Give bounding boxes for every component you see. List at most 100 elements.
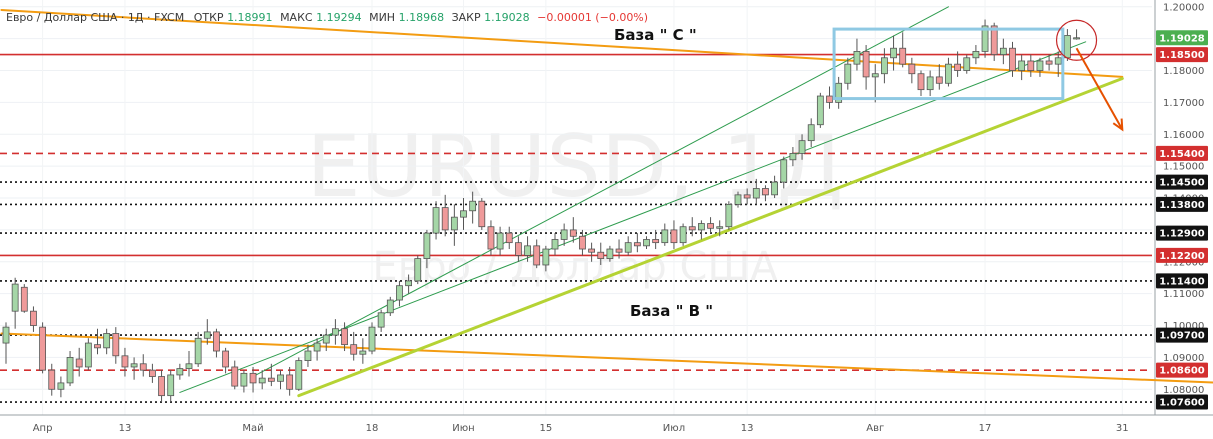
y-tick-label: 1.20000 — [1163, 2, 1204, 13]
candle — [414, 255, 422, 285]
trendline-orange-lower — [0, 332, 1213, 384]
price-badge-box — [1156, 273, 1208, 289]
candle — [432, 201, 440, 240]
candle — [48, 363, 56, 396]
candle-body — [194, 337, 202, 365]
candle — [20, 284, 28, 313]
y-tick-label: 1.09000 — [1163, 353, 1204, 364]
candle-body — [350, 344, 358, 355]
forecast-arrow-head — [1112, 118, 1124, 132]
price-badge: 1.12200 — [1156, 247, 1208, 263]
candle — [94, 328, 101, 355]
candle — [881, 48, 888, 84]
candle-body — [121, 355, 129, 368]
candle — [121, 347, 129, 377]
candle — [185, 351, 193, 377]
candle — [30, 306, 37, 332]
candle-body — [1045, 60, 1053, 65]
price-badge-box — [1156, 145, 1208, 161]
candle — [313, 338, 321, 361]
candle — [569, 217, 577, 243]
candle-body — [624, 242, 632, 253]
candle-body — [716, 226, 724, 229]
candle-body — [432, 207, 440, 234]
candle — [908, 57, 916, 84]
candle-body — [75, 358, 83, 368]
candle-body — [57, 382, 65, 390]
candle-body — [844, 63, 852, 84]
candle-body — [231, 366, 239, 387]
candle — [588, 242, 595, 262]
candle-body — [20, 286, 28, 312]
candle-body — [505, 232, 513, 244]
candle — [258, 370, 266, 390]
candle-body — [295, 360, 303, 390]
candle-body — [752, 188, 760, 199]
candle — [890, 35, 897, 71]
candle — [441, 194, 449, 237]
candle-body — [1054, 57, 1062, 65]
x-tick-label: Июл — [663, 423, 685, 434]
header-high-label: МАКС — [280, 11, 313, 24]
candle — [386, 296, 394, 316]
candle-body — [213, 331, 220, 352]
trendlines — [0, 6, 1213, 398]
candle-body — [185, 363, 193, 369]
candle-body — [652, 239, 660, 244]
horizontal-levels — [0, 53, 1152, 403]
candle — [267, 363, 275, 387]
candle-body — [396, 285, 403, 301]
candle-body — [496, 232, 504, 250]
x-tick-label: Июн — [452, 423, 474, 434]
candle-body — [780, 159, 788, 183]
trendline-channel-upper — [252, 6, 949, 378]
price-badge: 1.11400 — [1156, 273, 1208, 289]
candle-body — [469, 200, 477, 212]
candle — [560, 223, 568, 246]
candle — [515, 236, 522, 262]
candle — [789, 147, 797, 167]
price-badge-label: 1.14500 — [1159, 178, 1205, 189]
x-tick-labels: Апр 13 Май 18 Июн 15 Июл 13 Авг 17 31 — [33, 423, 1129, 434]
candle — [624, 236, 632, 256]
candle-body — [551, 239, 559, 250]
candle — [322, 328, 330, 352]
candle — [341, 322, 348, 352]
candle-body — [1073, 37, 1080, 40]
highlight-circle — [1055, 19, 1098, 61]
candle — [670, 220, 678, 250]
candle — [112, 327, 120, 364]
y-tick-label: 1.10000 — [1163, 321, 1204, 332]
annotation-base-c: База " С " — [614, 26, 697, 44]
candle-body — [386, 299, 394, 314]
candle — [643, 236, 650, 250]
candle-body — [835, 82, 843, 103]
price-badge-box — [1156, 362, 1208, 378]
candle-body — [569, 229, 577, 237]
candle-body — [66, 357, 74, 384]
price-badge-box — [1156, 247, 1208, 263]
price-badge-label: 1.12900 — [1159, 229, 1205, 240]
candle — [807, 118, 815, 148]
price-badge-label: 1.09700 — [1159, 331, 1205, 342]
x-tick-label: 13 — [119, 423, 132, 434]
candle — [716, 220, 724, 237]
candle — [734, 191, 742, 208]
candle — [999, 38, 1007, 65]
candle-body — [981, 25, 989, 52]
header-low-label: МИН — [369, 11, 395, 24]
candle-body — [954, 63, 961, 71]
candle-body — [862, 51, 870, 78]
candle-body — [633, 242, 641, 247]
candle — [743, 188, 751, 205]
candle — [606, 245, 614, 262]
candle — [478, 198, 486, 230]
candle — [84, 338, 92, 371]
candle — [295, 357, 303, 391]
price-badge-label: 1.07600 — [1159, 398, 1205, 409]
candle — [469, 191, 477, 224]
candle — [899, 32, 907, 68]
candle — [57, 376, 65, 398]
candle-body — [661, 229, 669, 244]
